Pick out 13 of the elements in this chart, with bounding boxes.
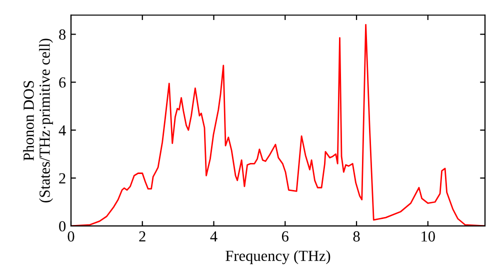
x-tick-label: 10 — [422, 231, 435, 242]
y-tick-label: 2 — [59, 173, 66, 184]
x-tick-label: 8 — [353, 231, 360, 242]
y-tick-label: 0 — [59, 221, 66, 232]
y-tick-label: 4 — [58, 125, 66, 136]
x-tick-label: 0 — [68, 231, 74, 242]
x-tick-label: 4 — [210, 231, 218, 242]
x-axis-title: Frequency (THz) — [226, 250, 330, 264]
y-axis-title: Phonon DOS (States/THz·primitive cell) — [23, 38, 53, 202]
y-tick-label: 8 — [59, 29, 66, 40]
y-tick-label: 6 — [59, 77, 66, 88]
x-tick-label: 6 — [282, 231, 288, 242]
x-tick-label: 2 — [139, 231, 146, 242]
